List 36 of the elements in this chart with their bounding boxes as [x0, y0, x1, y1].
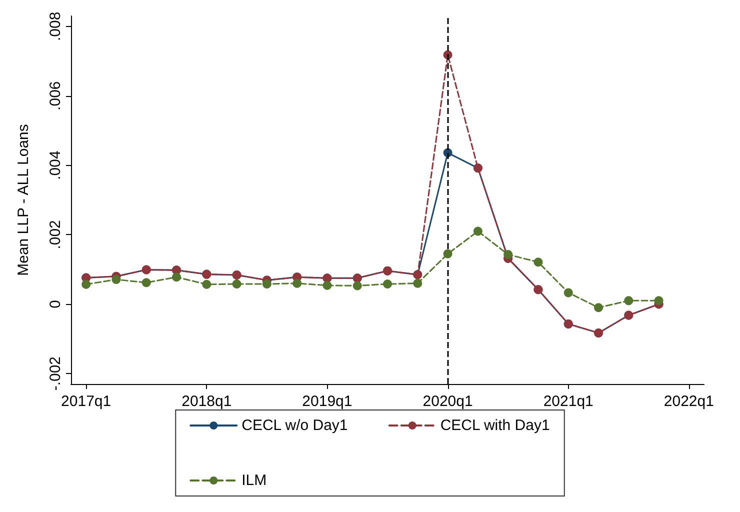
point — [534, 258, 543, 267]
x-tick-label: 2022q1 — [664, 393, 714, 410]
point — [504, 250, 513, 260]
x-tick-label: 2019q1 — [302, 393, 352, 410]
point — [443, 249, 452, 258]
point — [142, 278, 151, 288]
point — [202, 280, 212, 289]
point — [292, 278, 302, 288]
point — [322, 280, 332, 290]
point — [112, 275, 121, 284]
x-tick-label: 2017q1 — [61, 393, 112, 410]
legend-label: CECL with Day1 — [440, 417, 550, 434]
y-tick-label: .006 — [47, 81, 64, 110]
x-tick-label: 2018q1 — [182, 393, 232, 410]
legend-label: ILM — [242, 472, 267, 489]
y-tick-label: 0 — [47, 300, 64, 308]
y-tick-label: .002 — [47, 220, 64, 250]
point — [413, 278, 422, 288]
point — [352, 281, 362, 290]
point — [232, 280, 242, 289]
y-tick-label: .008 — [47, 12, 64, 42]
point — [473, 226, 482, 236]
point — [564, 288, 573, 298]
x-tick-label: 2021q1 — [543, 393, 594, 410]
point — [594, 303, 603, 312]
point — [383, 280, 392, 289]
point — [172, 272, 181, 282]
point — [262, 280, 272, 289]
legend-label: CECL w/o Day1 — [242, 417, 348, 434]
y-axis-title: Mean LLP - ALL Loans — [15, 124, 32, 276]
point — [654, 296, 664, 306]
y-tick-label: .004 — [47, 150, 64, 180]
x-tick-label: 2020q1 — [422, 393, 473, 410]
point — [624, 296, 634, 306]
y-tick-label: -.002 — [47, 356, 64, 391]
point — [82, 280, 91, 289]
